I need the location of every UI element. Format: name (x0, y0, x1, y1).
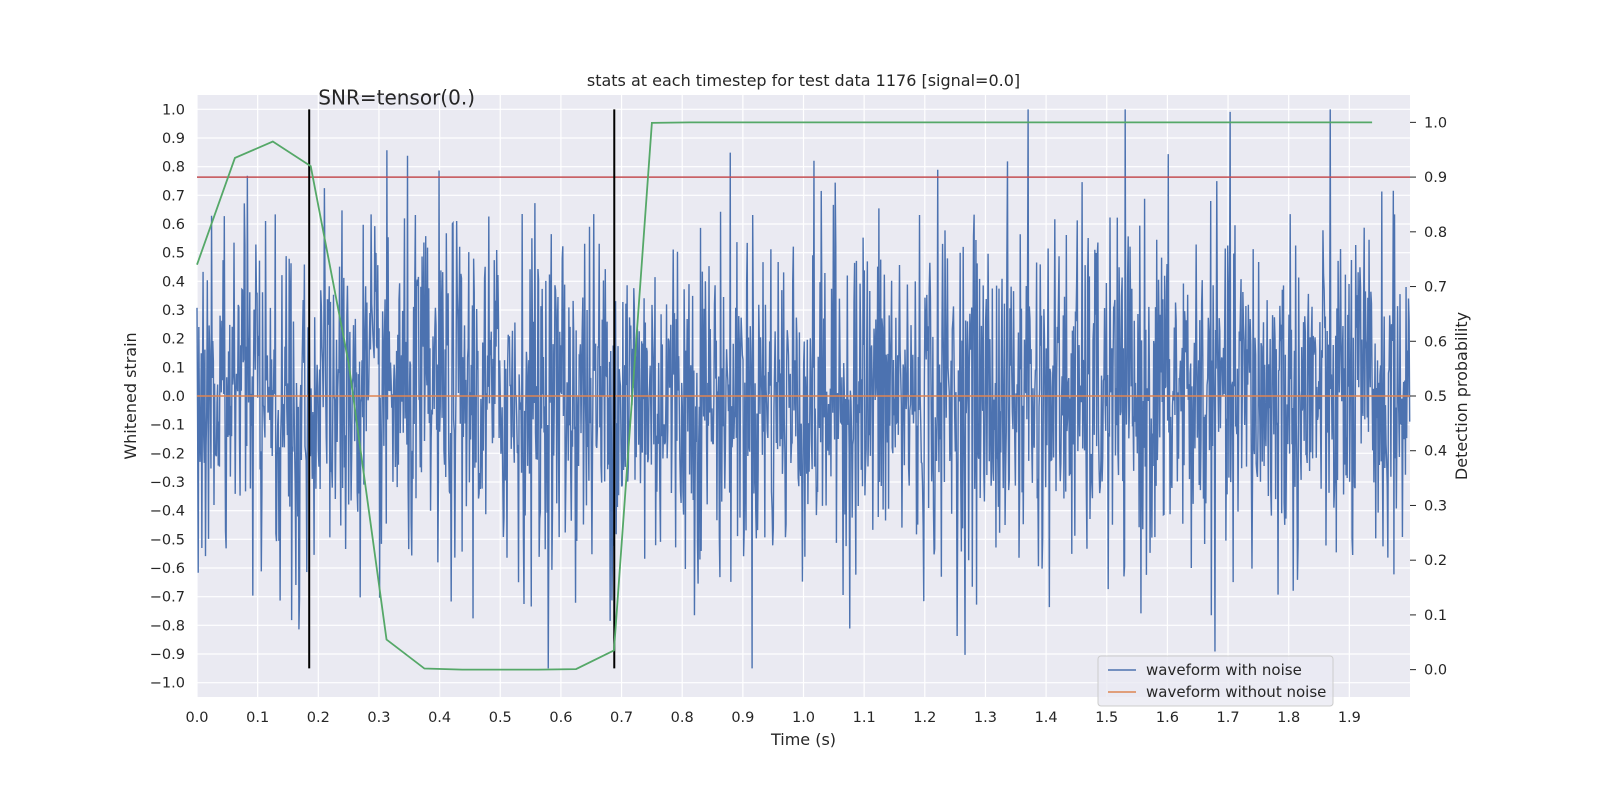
y-tick-label: 0.4 (162, 274, 185, 290)
y2-tick-label: 0.6 (1424, 334, 1447, 350)
x-tick-label: 0.2 (307, 710, 330, 726)
x-tick-label: 1.1 (853, 710, 876, 726)
y-tick-label: −0.7 (150, 590, 185, 606)
y2-tick-label: 0.7 (1424, 280, 1447, 296)
y2-tick-label: 0.2 (1424, 553, 1447, 569)
y-tick-label: 0.5 (162, 246, 185, 262)
legend-box (1097, 655, 1334, 707)
y-tick-label: −1.0 (150, 676, 185, 692)
noise-layer (196, 109, 1411, 669)
y2-tick-label: 1.0 (1424, 115, 1447, 131)
x-tick-label: 0.8 (671, 710, 694, 726)
y-tick-label: −0.4 (150, 504, 185, 520)
y2-tick-label: 0.9 (1424, 170, 1447, 186)
lines-layer (196, 109, 1410, 671)
y2-tick-label: 0.0 (1424, 663, 1447, 679)
x-axis-label: Time (s) (770, 730, 836, 749)
x-tick-label: 0.9 (731, 710, 754, 726)
y2-axis-label: Detection probability (1452, 312, 1471, 480)
y-tick-label: −0.5 (150, 532, 185, 548)
series-waveform-with-noise (196, 109, 1411, 669)
y2-tick-label: 0.4 (1424, 444, 1447, 460)
y-tick-label: −0.9 (150, 647, 185, 663)
y-tick-label: 0.2 (162, 332, 185, 348)
y-tick-label: 0.7 (162, 188, 185, 204)
legend-label-waveform-with-noise: waveform with noise (1146, 661, 1302, 679)
ticks-layer: 0.0 0.1 0.2 0.3 0.4 0.5 0.6 0.7 0.8 0.9 1.0 1.1 1.2 1… (150, 102, 1447, 726)
y-tick-label: 1.0 (162, 102, 185, 118)
x-tick-label: 0.4 (428, 710, 451, 726)
chart-title: stats at each timestep for test data 117… (587, 71, 1020, 90)
y-tick-label: 0.1 (162, 360, 185, 376)
x-tick-label: 1.5 (1095, 710, 1118, 726)
x-tick-label: 1.7 (1217, 710, 1240, 726)
x-tick-label: 1.0 (792, 710, 815, 726)
x-tick-label: 0.6 (549, 710, 572, 726)
x-tick-label: 1.3 (974, 710, 997, 726)
y-tick-label: 0.6 (162, 217, 185, 233)
y-tick-label: −0.8 (150, 618, 185, 634)
snr-annotation: SNR=tensor(0.) (318, 85, 475, 109)
x-tick-label: 0.7 (610, 710, 633, 726)
x-tick-label: 1.6 (1156, 710, 1179, 726)
y-tick-label: 0.9 (162, 131, 185, 147)
y-tick-label: 0.8 (162, 160, 185, 176)
x-tick-label: 1.9 (1338, 710, 1361, 726)
y-tick-label: −0.1 (150, 418, 185, 434)
y-tick-label: 0.3 (162, 303, 185, 319)
x-tick-label: 0.1 (246, 710, 269, 726)
y-axis-label: Whitened strain (121, 332, 140, 459)
series-detection-probability (196, 121, 1373, 671)
y2-tick-label: 0.8 (1424, 225, 1447, 241)
x-tick-label: 1.4 (1035, 710, 1058, 726)
legend: waveform with noise waveform without noi… (1097, 655, 1334, 707)
y-tick-label: 0.0 (162, 389, 185, 405)
y-tick-label: −0.2 (150, 446, 185, 462)
y2-tick-label: 0.1 (1424, 608, 1447, 624)
y2-tick-label: 0.3 (1424, 498, 1447, 514)
legend-label-waveform-without-noise: waveform without noise (1146, 683, 1326, 701)
x-tick-label: 0.5 (489, 710, 512, 726)
x-tick-label: 1.8 (1277, 710, 1300, 726)
x-tick-label: 0.3 (367, 710, 390, 726)
y2-tick-label: 0.5 (1424, 389, 1447, 405)
y-tick-label: −0.3 (150, 475, 185, 491)
y-tick-label: −0.6 (150, 561, 185, 577)
x-tick-label: 1.2 (913, 710, 936, 726)
x-tick-label: 0.0 (185, 710, 208, 726)
